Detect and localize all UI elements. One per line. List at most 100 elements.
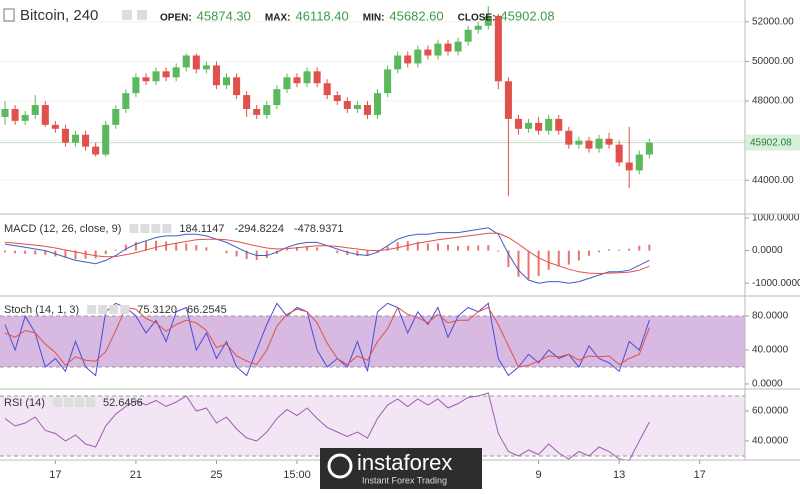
histogram-bar (104, 250, 107, 255)
ohlc-label: MAX: (265, 13, 291, 24)
symbol-icon[interactable] (3, 8, 15, 22)
legend-value: -294.8224 (234, 223, 284, 235)
candle-body (71, 134, 80, 143)
candle-body (142, 77, 150, 82)
legend-icon (98, 305, 108, 314)
x-tick-label: 9 (536, 469, 542, 481)
legend-icon (109, 305, 119, 314)
histogram-bar (316, 247, 319, 251)
ohlc-value: 45682.60 (389, 8, 443, 23)
legend-icon (162, 224, 172, 233)
histogram-bar (436, 243, 439, 251)
histogram-bar (487, 245, 490, 251)
histogram-bar (346, 250, 349, 256)
histogram-bar (547, 250, 550, 270)
histogram-bar (285, 249, 288, 251)
candle-body (363, 105, 371, 115)
candle-body (424, 49, 432, 56)
histogram-bar (386, 246, 389, 251)
histogram-bar (477, 245, 480, 251)
candle-body (625, 162, 633, 171)
histogram-bar (235, 250, 238, 257)
histogram-bar (306, 246, 309, 251)
band-fill (0, 395, 745, 456)
histogram-bar (4, 250, 7, 253)
histogram-bar (376, 250, 379, 253)
histogram-bar (265, 250, 268, 259)
histogram-bar (608, 249, 611, 251)
y-tick-label: 80.0000 (752, 311, 789, 322)
y-tick-label: 50000.00 (752, 56, 794, 67)
candle-body (635, 154, 643, 171)
symbol-title: Bitcoin, 240 (20, 7, 98, 24)
candle-body (434, 43, 442, 56)
candle-body (444, 43, 452, 52)
histogram-bar (648, 244, 651, 251)
candle-body (535, 122, 543, 131)
indicator-line (4, 392, 650, 461)
candle-body (565, 130, 573, 145)
histogram-bar (114, 249, 117, 251)
indicator-legend: RSI (14) 52.6456 (4, 397, 143, 409)
candle-body (152, 71, 160, 82)
indicator-line (4, 306, 650, 368)
candle-body (41, 105, 49, 125)
candle-body (394, 55, 402, 70)
y-tick-label: 0.0000 (752, 379, 783, 390)
histogram-bar (165, 241, 168, 251)
histogram-bar (587, 250, 590, 256)
candle-body (575, 140, 583, 145)
settings-icon[interactable] (122, 10, 132, 20)
candle-body (333, 95, 341, 102)
ohlc-value: 45874.30 (197, 8, 251, 23)
histogram-bar (497, 250, 500, 252)
histogram-bar (64, 250, 67, 258)
legend-value: 66.2545 (187, 304, 227, 316)
histogram-bar (124, 244, 127, 251)
hide-icon[interactable] (137, 10, 147, 20)
candle-body (353, 105, 361, 109)
candle-body (555, 118, 563, 131)
ohlc-label: CLOSE: (458, 13, 496, 24)
histogram-bar (567, 250, 570, 265)
legend-icon (120, 305, 130, 314)
candle-body (595, 138, 603, 149)
histogram-bar (577, 250, 580, 261)
histogram-bar (144, 241, 147, 251)
indicator-legend: MACD (12, 26, close, 9) 184.1147 -294.8224… (4, 223, 344, 235)
histogram-bar (366, 250, 369, 256)
candle-body (233, 77, 241, 96)
indicator-title: Stoch (14, 1, 3) (4, 304, 79, 316)
legend-value: 184.1147 (179, 223, 224, 235)
y-tick-label: -1000.0000 (752, 278, 800, 289)
histogram-bar (507, 250, 510, 267)
histogram-bar (557, 250, 560, 267)
histogram-bar (416, 241, 419, 251)
ohlc-value: 45902.08 (500, 8, 554, 23)
histogram-bar (457, 246, 460, 251)
candle-body (1, 108, 9, 117)
indicator-line (4, 232, 650, 275)
candle-body (21, 114, 29, 121)
histogram-bar (245, 250, 248, 260)
last-price-tag (746, 134, 800, 151)
candle-body (645, 142, 653, 155)
legend-icon (63, 398, 73, 407)
histogram-bar (74, 250, 77, 260)
y-tick-label: 0.0000 (752, 245, 783, 256)
candle-body (374, 93, 382, 115)
legend-icon (129, 224, 139, 233)
ohlc-header: OPEN: 45874.30 MAX: 46118.40 MIN: 45682.60 CLO… (160, 8, 555, 23)
candle-body (545, 118, 553, 131)
watermark-name: instaforex (357, 450, 452, 475)
watermark-box (320, 448, 482, 489)
legend-icon (87, 305, 97, 314)
candle-body (202, 65, 210, 70)
legend-icon (85, 398, 95, 407)
candle-body (504, 81, 512, 119)
legend-value: 52.6456 (103, 397, 143, 409)
histogram-bar (537, 250, 540, 277)
histogram-bar (638, 245, 641, 251)
watermark: instaforex Instant Forex Trading (320, 448, 482, 489)
